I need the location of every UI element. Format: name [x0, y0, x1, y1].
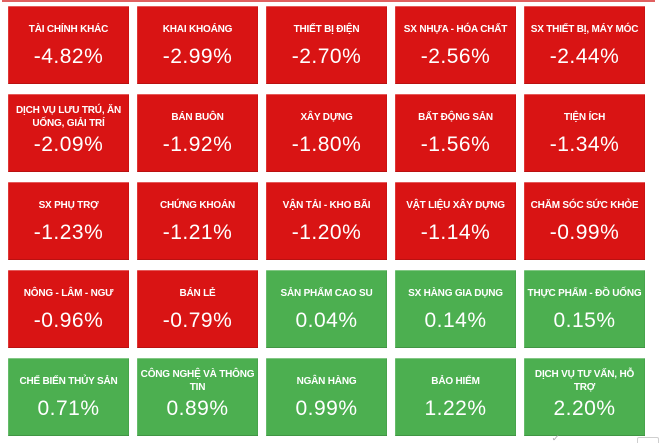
sector-change-value: 1.22%	[424, 397, 487, 420]
sector-label: CÔNG NGHỆ VÀ THÔNG TIN	[140, 369, 255, 393]
sector-change-value: -1.23%	[33, 221, 104, 244]
sector-tile[interactable]: SX THIẾT BỊ, MÁY MÓC -2.44%	[524, 6, 645, 84]
sector-tile[interactable]: VẬN TẢI - KHO BÃI -1.20%	[266, 182, 387, 260]
sector-change-value: -2.09%	[33, 133, 104, 156]
sector-label: VẬN TẢI - KHO BÃI	[282, 199, 371, 211]
sector-change-value: -0.79%	[162, 309, 233, 332]
sector-tile[interactable]: SX HÀNG GIA DỤNG 0.14%	[395, 270, 516, 348]
sector-label: SX THIẾT BỊ, MÁY MÓC	[530, 23, 639, 35]
sector-tile[interactable]: BÁN LẺ -0.79%	[137, 270, 258, 348]
sector-change-value: -1.80%	[291, 133, 362, 156]
sector-label: TÀI CHÍNH KHÁC	[28, 23, 109, 35]
sector-label: BẤT ĐỘNG SẢN	[418, 111, 493, 123]
sector-label: NGÂN HÀNG	[296, 375, 357, 387]
sector-label: DỊCH VỤ LƯU TRÚ, ĂN UỐNG, GIẢI TRÍ	[15, 105, 122, 129]
sector-change-value: -2.99%	[162, 45, 233, 68]
sector-change-value: -1.21%	[162, 221, 233, 244]
sector-label: CHĂM SÓC SỨC KHỎE	[530, 199, 639, 211]
sector-tile[interactable]: BẢO HIỂM 1.22%	[395, 358, 516, 436]
partial-checkbox-artifact	[637, 437, 659, 443]
sector-tile[interactable]: SẢN PHẨM CAO SU 0.04%	[266, 270, 387, 348]
checkmark-artifact-icon: ✓	[551, 433, 561, 443]
sector-label: BÁN LẺ	[179, 287, 216, 299]
sector-change-value: -2.44%	[549, 45, 620, 68]
sector-tile[interactable]: SX PHỤ TRỢ -1.23%	[8, 182, 129, 260]
sector-change-value: -1.92%	[162, 133, 233, 156]
sector-label: CHỨNG KHOÁN	[160, 199, 235, 211]
sector-change-value: -1.14%	[420, 221, 491, 244]
sector-tile[interactable]: TIỆN ÍCH -1.34%	[524, 94, 645, 172]
sector-tile[interactable]: VẬT LIỆU XÂY DỰNG -1.14%	[395, 182, 516, 260]
sector-tile[interactable]: SX NHỰA - HÓA CHẤT -2.56%	[395, 6, 516, 84]
sector-tile[interactable]: TÀI CHÍNH KHÁC -4.82%	[8, 6, 129, 84]
sector-change-value: -1.20%	[291, 221, 362, 244]
sector-change-value: -1.56%	[420, 133, 491, 156]
sector-label: BÁN BUÔN	[171, 111, 224, 123]
sector-label: TIỆN ÍCH	[563, 111, 606, 123]
sector-label: DỊCH VỤ TƯ VẤN, HỖ TRỢ	[534, 369, 635, 393]
sector-change-value: 0.99%	[295, 397, 358, 420]
sector-change-value: -2.56%	[420, 45, 491, 68]
sector-tile[interactable]: DỊCH VỤ TƯ VẤN, HỖ TRỢ 2.20%	[524, 358, 645, 436]
sector-change-value: -2.70%	[291, 45, 362, 68]
sector-label: SX PHỤ TRỢ	[38, 199, 99, 211]
sector-label: CHẾ BIẾN THỦY SẢN	[19, 375, 118, 387]
sector-label: THIẾT BỊ ĐIỆN	[293, 23, 360, 35]
sector-tile[interactable]: BÁN BUÔN -1.92%	[137, 94, 258, 172]
sector-label: VẬT LIỆU XÂY DỰNG	[406, 199, 505, 211]
sector-tile[interactable]: CHĂM SÓC SỨC KHỎE -0.99%	[524, 182, 645, 260]
sector-change-value: 0.14%	[424, 309, 487, 332]
sector-change-value: 0.15%	[553, 309, 616, 332]
sector-tile[interactable]: XÂY DỰNG -1.80%	[266, 94, 387, 172]
sector-label: SẢN PHẨM CAO SU	[280, 287, 373, 299]
sector-label: THỰC PHẨM - ĐỒ UỐNG	[527, 287, 642, 299]
sector-label: SX HÀNG GIA DỤNG	[408, 287, 503, 299]
sector-tile[interactable]: KHAI KHOÁNG -2.99%	[137, 6, 258, 84]
sector-tile[interactable]: BẤT ĐỘNG SẢN -1.56%	[395, 94, 516, 172]
sector-tile[interactable]: CÔNG NGHỆ VÀ THÔNG TIN 0.89%	[137, 358, 258, 436]
sector-tile[interactable]: CHỨNG KHOÁN -1.21%	[137, 182, 258, 260]
sector-tile[interactable]: CHẾ BIẾN THỦY SẢN 0.71%	[8, 358, 129, 436]
sector-label: NÔNG - LÂM - NGƯ	[23, 287, 114, 299]
sector-label: BẢO HIỂM	[431, 375, 480, 387]
sector-change-value: 2.20%	[553, 397, 616, 420]
heatmap-grid: TÀI CHÍNH KHÁC -4.82% KHAI KHOÁNG -2.99% THI…	[8, 6, 645, 436]
sector-label: KHAI KHOÁNG	[162, 23, 233, 35]
sector-change-value: 0.04%	[295, 309, 358, 332]
sector-tile[interactable]: NÔNG - LÂM - NGƯ -0.96%	[8, 270, 129, 348]
top-divider-line	[2, 0, 655, 2]
sector-change-value: -1.34%	[549, 133, 620, 156]
sector-tile[interactable]: NGÂN HÀNG 0.99%	[266, 358, 387, 436]
sector-tile[interactable]: DỊCH VỤ LƯU TRÚ, ĂN UỐNG, GIẢI TRÍ -2.09%	[8, 94, 129, 172]
sector-tile[interactable]: THỰC PHẨM - ĐỒ UỐNG 0.15%	[524, 270, 645, 348]
sector-change-value: -0.96%	[33, 309, 104, 332]
sector-change-value: 0.89%	[166, 397, 229, 420]
sector-change-value: -4.82%	[33, 45, 104, 68]
sector-tile[interactable]: THIẾT BỊ ĐIỆN -2.70%	[266, 6, 387, 84]
sector-label: SX NHỰA - HÓA CHẤT	[403, 23, 508, 35]
sector-change-value: 0.71%	[37, 397, 100, 420]
sector-label: XÂY DỰNG	[300, 111, 353, 123]
sector-change-value: -0.99%	[549, 221, 620, 244]
